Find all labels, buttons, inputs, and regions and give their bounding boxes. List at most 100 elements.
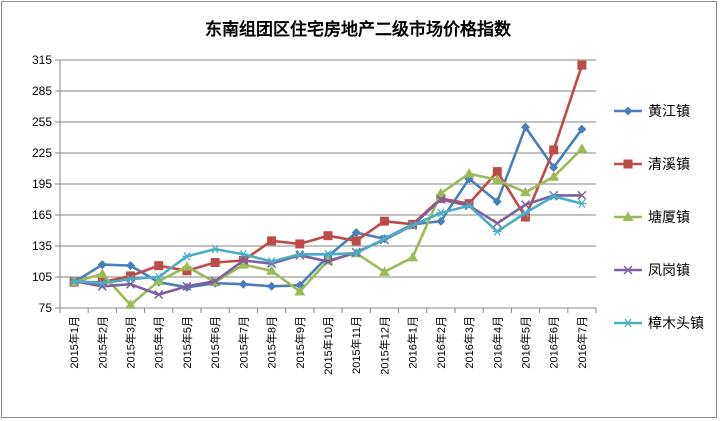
x-tick-label: 2015年4月	[152, 316, 166, 369]
legend-item-4: 樟木头镇	[614, 315, 704, 332]
legend-marker	[623, 159, 633, 169]
data-point	[126, 274, 136, 284]
data-point	[210, 258, 220, 268]
data-point	[267, 257, 277, 266]
x-tick-label: 2015年5月	[180, 316, 194, 369]
y-tick-label: 255	[32, 115, 52, 129]
legend-marker	[623, 265, 633, 275]
data-point	[577, 124, 587, 134]
data-point	[323, 256, 333, 267]
data-point	[548, 171, 560, 181]
data-point	[69, 276, 79, 286]
data-point	[154, 261, 164, 271]
legend-label: 清溪镇	[648, 157, 690, 173]
data-point	[295, 239, 305, 249]
x-tick-label: 2016年5月	[518, 316, 532, 369]
x-tick-label: 2015年12月	[377, 316, 391, 375]
series-4	[69, 192, 587, 288]
x-tick-label: 2015年11月	[349, 316, 363, 374]
data-point	[463, 168, 475, 178]
data-point	[154, 272, 164, 282]
data-point	[323, 231, 333, 241]
x-tick-label: 2015年3月	[124, 316, 138, 369]
legend-item-0: 黄江镇	[614, 103, 690, 120]
data-point	[238, 249, 248, 259]
data-point	[492, 197, 502, 207]
y-tick-label: 165	[32, 208, 52, 222]
data-point	[407, 251, 419, 262]
legend-label: 塘厦镇	[648, 210, 690, 226]
x-tick-label: 2015年7月	[236, 316, 250, 369]
data-point	[182, 251, 192, 261]
data-point	[210, 276, 220, 286]
x-tick-label: 2016年2月	[434, 316, 448, 369]
data-point	[379, 234, 389, 244]
data-point	[491, 174, 503, 184]
x-tick-label: 2015年6月	[208, 316, 222, 369]
series-3	[69, 190, 587, 300]
data-point	[126, 261, 136, 271]
data-point	[181, 261, 193, 271]
data-point	[408, 220, 418, 230]
data-point	[464, 201, 474, 211]
series-line	[74, 64, 584, 284]
data-point	[182, 281, 192, 291]
data-point	[97, 278, 107, 288]
data-point	[436, 194, 446, 205]
data-point	[577, 190, 587, 200]
x-tick-label: 2015年2月	[95, 316, 109, 369]
legend-marker	[623, 106, 633, 116]
data-point	[125, 299, 137, 309]
series-line	[73, 194, 582, 296]
legend-marker	[623, 318, 633, 328]
data-point	[549, 162, 559, 172]
data-point	[577, 60, 587, 70]
x-tick-label: 2016年6月	[547, 316, 561, 369]
data-point	[492, 167, 502, 177]
y-tick-label: 315	[32, 53, 52, 67]
data-point	[266, 265, 278, 275]
data-point	[210, 244, 220, 254]
legend-label: 樟木头镇	[648, 315, 704, 332]
data-point	[378, 266, 390, 276]
series-0	[69, 122, 587, 292]
data-point	[520, 200, 531, 210]
data-point	[520, 208, 530, 218]
data-point	[549, 192, 559, 201]
y-tick-label: 285	[32, 84, 52, 98]
data-point	[267, 236, 277, 246]
series-group	[68, 60, 588, 309]
x-tick-label: 2015年1月	[67, 316, 81, 369]
legend-label: 黄江镇	[648, 103, 690, 120]
x-tick-label: 2015年10月	[321, 316, 335, 375]
legend-item-2: 塘厦镇	[614, 210, 690, 226]
data-point	[549, 145, 559, 155]
data-point	[238, 279, 248, 289]
x-tick-label: 2016年3月	[462, 316, 476, 369]
data-point	[126, 271, 136, 281]
y-tick-label: 105	[32, 270, 52, 284]
data-point	[96, 268, 108, 278]
legend-item-3: 凤岗镇	[614, 263, 690, 279]
x-tick-label: 2015年8月	[265, 316, 279, 369]
data-point	[351, 228, 361, 238]
data-point	[182, 266, 192, 276]
data-point	[154, 290, 164, 300]
legend-label: 凤岗镇	[648, 263, 690, 279]
legend-marker	[622, 211, 634, 221]
data-point	[153, 275, 165, 286]
data-point	[379, 216, 389, 226]
data-point	[520, 212, 530, 222]
data-point	[436, 216, 446, 226]
y-tick-label: 135	[32, 239, 52, 253]
data-point	[577, 199, 587, 209]
data-point	[436, 208, 446, 218]
data-point	[520, 122, 530, 132]
x-tick-label: 2015年9月	[293, 316, 307, 369]
x-tick-label: 2016年1月	[406, 316, 420, 369]
y-axis: 75 105 135 165 195 225 255 285 315	[32, 53, 61, 315]
data-point	[237, 259, 249, 269]
